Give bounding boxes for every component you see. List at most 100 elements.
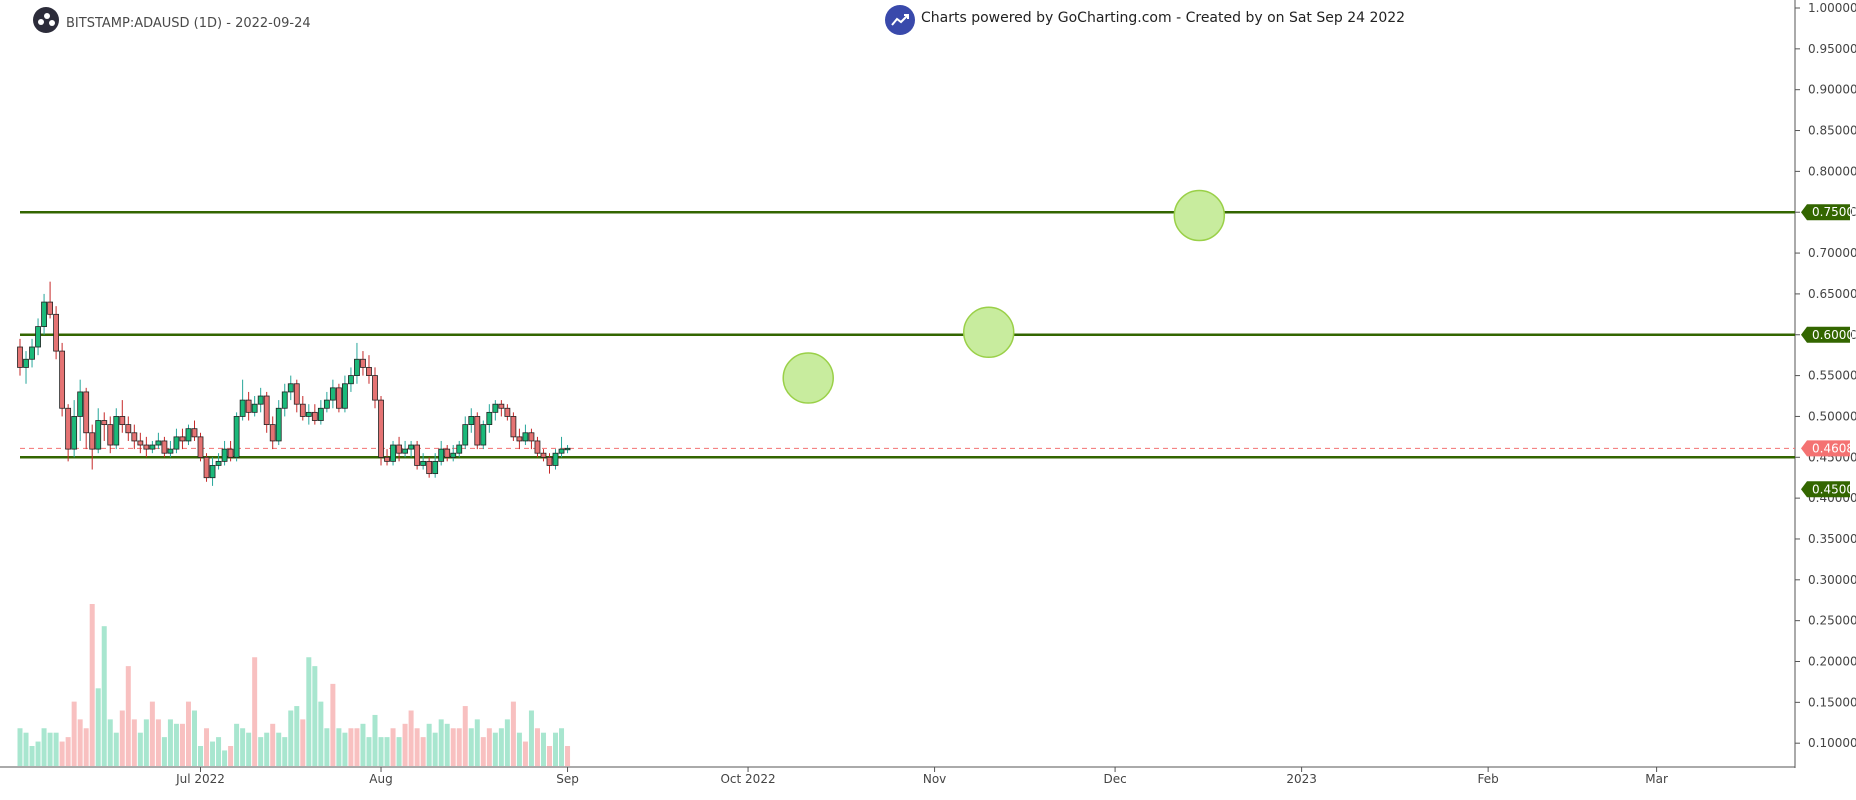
volume-bar: [252, 657, 258, 766]
candle-body: [47, 301, 53, 315]
candle-body: [299, 403, 306, 417]
volume-bar: [546, 746, 552, 766]
y-tick-label: 0.90000: [1808, 83, 1856, 97]
volume-bar: [336, 728, 342, 766]
volume-bar: [354, 728, 360, 766]
volume-bar: [420, 737, 426, 766]
volume-bar: [348, 728, 354, 766]
candle-body: [215, 460, 222, 466]
candle-body: [516, 436, 523, 442]
candle-body: [311, 411, 318, 421]
volume-bar: [149, 701, 155, 766]
candle-body: [287, 383, 294, 393]
candle-body: [498, 403, 505, 409]
candle-body: [329, 387, 336, 401]
volume-bar: [438, 719, 444, 766]
volume-bar: [444, 723, 450, 766]
candle-body: [191, 428, 198, 438]
candle-body: [269, 424, 276, 442]
candle-body: [107, 424, 114, 446]
volume-bar: [486, 728, 492, 766]
volume-bar: [143, 719, 149, 766]
candle-body: [293, 383, 300, 405]
candle-body: [558, 448, 565, 454]
candle-body: [53, 313, 60, 352]
volume-bar: [474, 719, 480, 766]
candle-body: [354, 358, 360, 376]
volume-bar: [83, 728, 89, 766]
candle-body: [275, 407, 282, 442]
candle-body: [504, 407, 511, 417]
target-circle: [1173, 189, 1226, 242]
volume-bar: [17, 728, 23, 766]
volume-bar: [330, 683, 336, 766]
volume-bar: [360, 723, 366, 766]
volume-bar: [282, 737, 288, 766]
volume-bar: [528, 710, 534, 766]
y-tick-label: 0.35000: [1808, 532, 1856, 546]
volume-bar: [216, 737, 222, 766]
x-tick-label: Nov: [923, 772, 946, 786]
symbol-label: BITSTAMP:ADAUSD (1D) - 2022-09-24: [66, 16, 311, 31]
volume-bar: [125, 666, 131, 766]
volume-bar: [137, 732, 143, 766]
candle-body: [149, 444, 156, 450]
candle-body: [281, 391, 288, 409]
volume-bar: [234, 723, 240, 766]
volume-bar: [294, 706, 300, 766]
volume-bar: [324, 728, 330, 766]
volume-bar: [342, 732, 348, 766]
candle-body: [378, 399, 384, 458]
x-tick-label: Feb: [1478, 772, 1499, 786]
volume-bar: [89, 604, 95, 766]
volume-bar: [161, 737, 167, 766]
candle-body: [113, 416, 120, 446]
volume-bar: [480, 737, 486, 766]
candle-body: [486, 411, 493, 426]
candle-body: [564, 447, 571, 451]
candle-body: [335, 387, 342, 409]
volume-bar: [167, 719, 173, 766]
volume-bar: [414, 728, 420, 766]
volume-bar: [553, 732, 559, 766]
level-price-tag: [1801, 204, 1850, 221]
candle-body: [384, 456, 390, 462]
candle-body: [125, 424, 132, 434]
candle-body: [167, 448, 174, 454]
candle-body: [534, 440, 541, 454]
volume-bar: [113, 732, 119, 766]
volume-bar: [258, 737, 264, 766]
candle-body: [305, 411, 312, 417]
candle-body: [396, 444, 402, 454]
candle-body: [348, 375, 354, 385]
volume-bar: [318, 701, 324, 766]
candle-body: [227, 448, 234, 458]
y-tick-label: 0.65000: [1808, 287, 1856, 301]
candle-body: [35, 326, 41, 348]
volume-bar: [23, 732, 29, 766]
volume-bar: [228, 746, 234, 766]
volume-bar: [41, 728, 47, 766]
candle-body: [143, 444, 150, 450]
trend-chart-icon-glyph: [891, 14, 909, 26]
y-tick-label: 0.80000: [1808, 164, 1856, 178]
candle-body: [360, 358, 366, 368]
trend-chart-icon: [885, 5, 915, 35]
candle-body: [462, 424, 469, 446]
candle-body: [251, 403, 258, 413]
candle-body: [474, 416, 481, 446]
candle-body: [342, 383, 348, 409]
candle-body: [179, 436, 186, 442]
volume-bar: [222, 750, 228, 766]
candle-body: [209, 465, 216, 479]
x-tick-label: 2023: [1286, 772, 1317, 786]
candle-body: [131, 432, 138, 442]
volume-bar: [53, 732, 59, 766]
candle-body: [203, 456, 210, 479]
volume-bar: [270, 723, 276, 766]
y-tick-label: 0.95000: [1808, 42, 1856, 56]
level-price-tag: [1801, 326, 1850, 343]
candle-body: [366, 367, 372, 376]
